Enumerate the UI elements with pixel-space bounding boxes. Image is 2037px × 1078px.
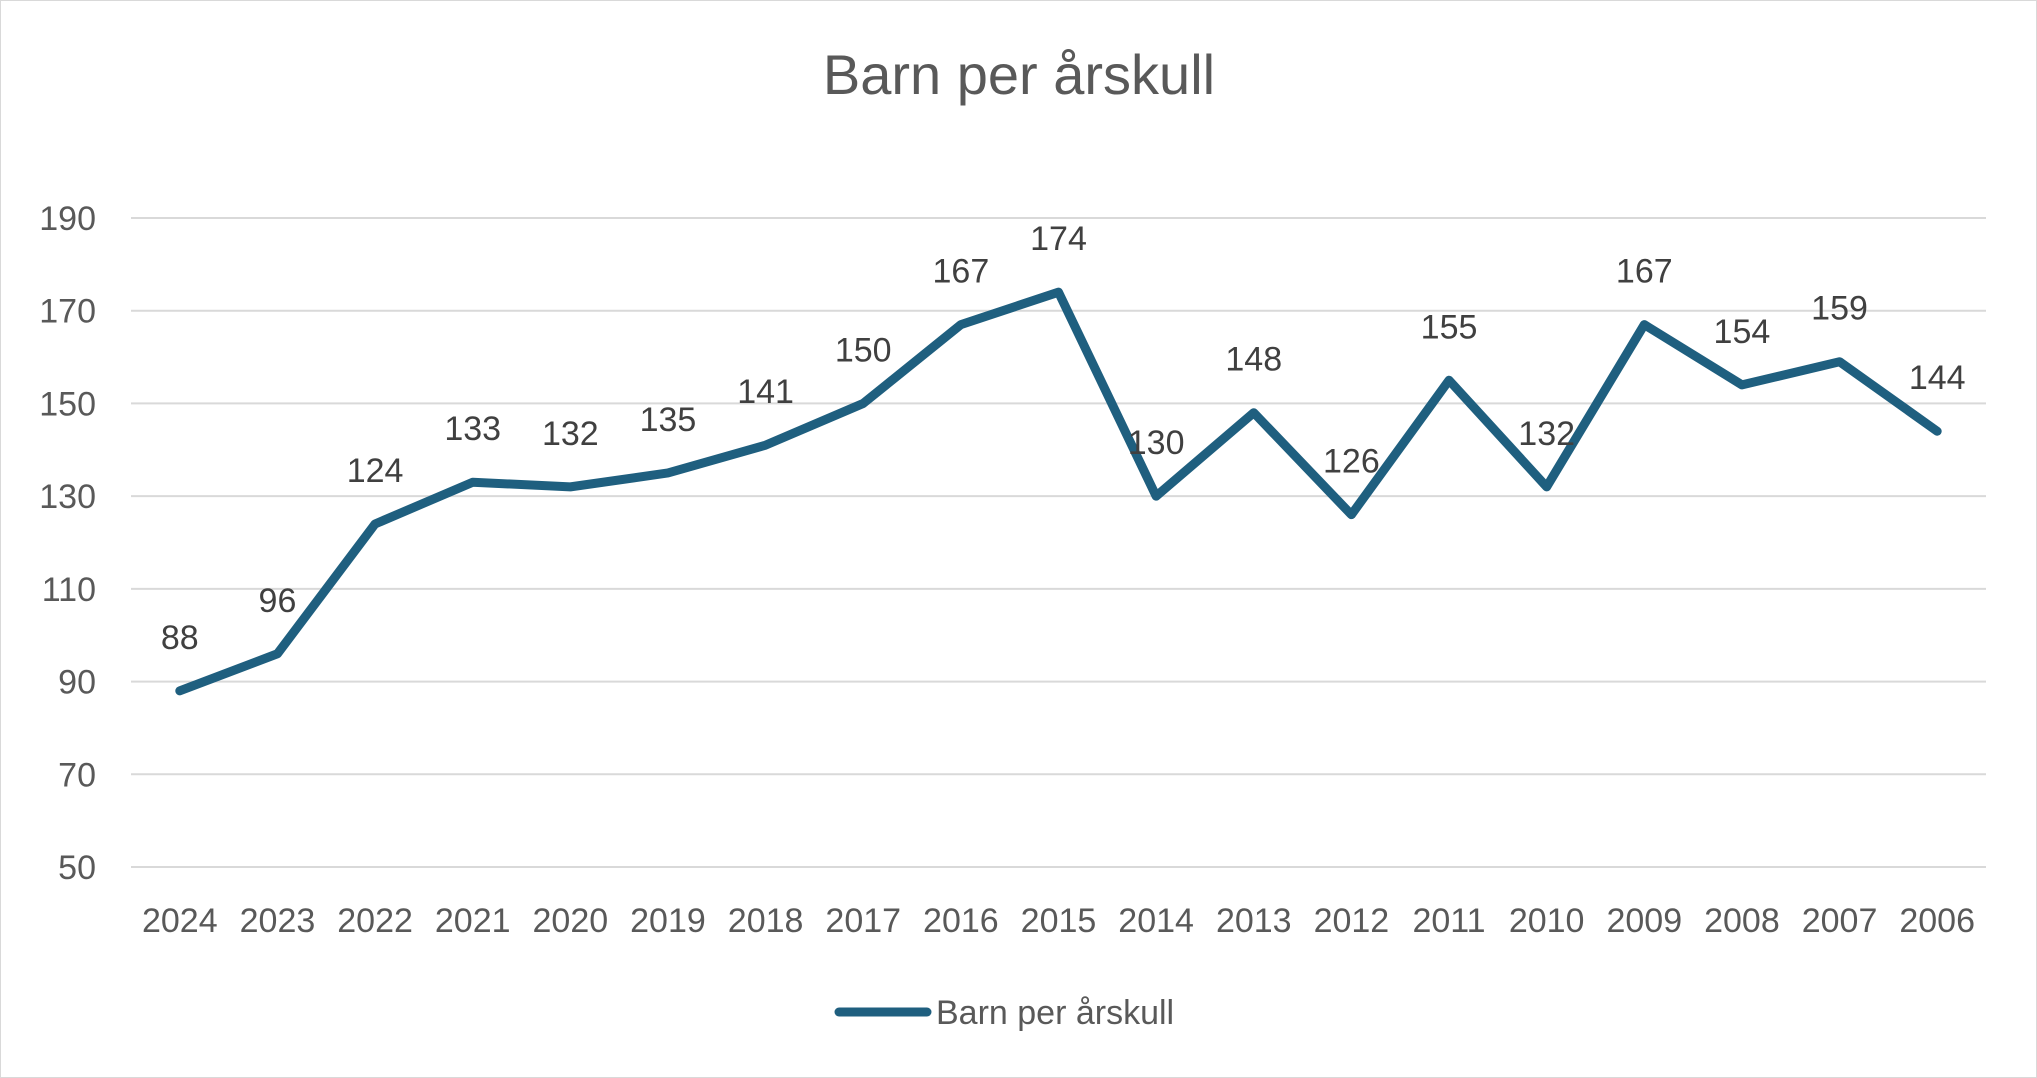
data-labels: 88 96 124 133 132 135 141 150 167 174 130 148 126 155… xyxy=(161,220,1966,657)
y-tick-label: 70 xyxy=(58,756,96,794)
y-tick-label: 110 xyxy=(42,571,96,609)
x-tick-label: 2006 xyxy=(1899,902,1975,940)
data-label: 154 xyxy=(1714,313,1771,351)
x-tick-label: 2017 xyxy=(825,902,901,940)
x-tick-label: 2007 xyxy=(1802,902,1878,940)
series-layer xyxy=(175,287,1942,696)
x-tick-label: 2010 xyxy=(1509,902,1585,940)
x-tick-label: 2019 xyxy=(630,902,706,940)
data-label: 167 xyxy=(933,253,990,291)
y-axis-ticks: 50 70 90 110 130 150 170 190 xyxy=(39,200,96,887)
data-label: 132 xyxy=(542,415,599,453)
series-line xyxy=(175,287,1942,696)
x-tick-label: 2011 xyxy=(1412,902,1485,940)
x-tick-label: 2023 xyxy=(240,902,316,940)
x-tick-label: 2009 xyxy=(1606,902,1682,940)
x-tick-label: 2014 xyxy=(1118,902,1194,940)
data-label: 130 xyxy=(1128,424,1185,462)
data-label: 88 xyxy=(161,619,199,657)
data-label: 150 xyxy=(835,331,892,369)
gridlines xyxy=(131,217,1986,868)
x-axis-ticks: 2024 2023 2022 2021 2020 2019 2018 2017 2016 2015… xyxy=(142,902,1975,940)
legend: Barn per årskull xyxy=(834,994,1174,1032)
x-tick-label: 2008 xyxy=(1704,902,1780,940)
data-label: 159 xyxy=(1811,290,1868,328)
data-label: 126 xyxy=(1323,443,1380,481)
data-label: 167 xyxy=(1616,253,1673,291)
x-tick-label: 2020 xyxy=(533,902,609,940)
data-label: 174 xyxy=(1030,220,1087,258)
y-tick-label: 130 xyxy=(39,478,96,516)
x-tick-label: 2013 xyxy=(1216,902,1292,940)
legend-label: Barn per årskull xyxy=(936,994,1174,1032)
data-label: 141 xyxy=(737,373,794,411)
y-tick-label: 90 xyxy=(58,664,96,702)
y-tick-label: 190 xyxy=(39,200,96,238)
x-tick-label: 2018 xyxy=(728,902,804,940)
x-tick-label: 2015 xyxy=(1021,902,1097,940)
x-tick-label: 2024 xyxy=(142,902,218,940)
y-tick-label: 170 xyxy=(39,293,96,331)
chart-title: Barn per årskull xyxy=(823,43,1215,106)
data-label: 155 xyxy=(1421,308,1478,346)
data-label: 144 xyxy=(1909,359,1966,397)
data-label: 148 xyxy=(1225,341,1282,379)
y-tick-label: 50 xyxy=(58,849,96,887)
data-label: 132 xyxy=(1518,415,1575,453)
x-tick-label: 2012 xyxy=(1314,902,1390,940)
x-tick-label: 2022 xyxy=(337,902,413,940)
x-tick-label: 2016 xyxy=(923,902,999,940)
data-label: 96 xyxy=(259,582,297,620)
data-label: 133 xyxy=(444,410,501,448)
data-label: 124 xyxy=(347,452,404,490)
data-label: 135 xyxy=(640,401,697,439)
y-tick-label: 150 xyxy=(39,385,96,423)
x-tick-label: 2021 xyxy=(435,902,511,940)
